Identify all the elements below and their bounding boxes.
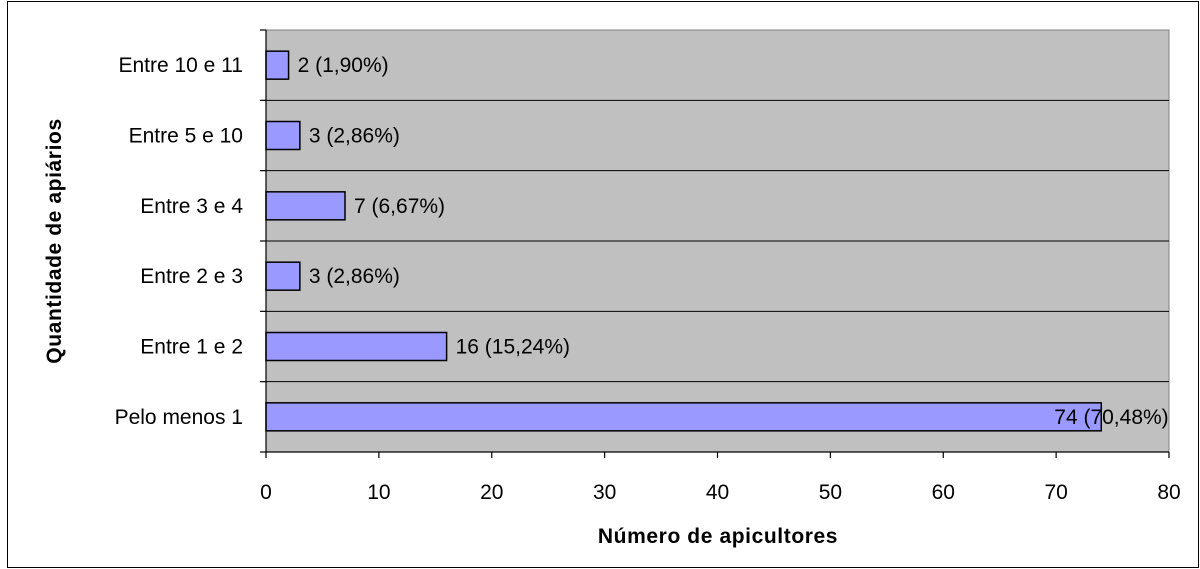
y-tick-label: Pelo menos 1 xyxy=(115,406,243,429)
bar xyxy=(265,261,301,291)
x-tick-label: 10 xyxy=(367,481,390,504)
y-tick-label: Entre 5 e 10 xyxy=(129,125,243,148)
data-label: 16 (15,24%) xyxy=(456,336,570,359)
data-label: 7 (6,67%) xyxy=(354,195,445,218)
y-tick-label: Entre 2 e 3 xyxy=(140,265,243,288)
x-tick-label: 20 xyxy=(480,481,503,504)
data-label: 74 (70,48%) xyxy=(1054,406,1168,429)
bars xyxy=(265,50,1103,432)
data-labels: 74 (70,48%) 16 (15,24%) 3 (2,86%) 7 (6,67%)… xyxy=(298,54,1169,429)
x-tick-label: 0 xyxy=(260,481,272,504)
x-tick-label: 50 xyxy=(819,481,842,504)
y-tick-labels: Pelo menos 1 Entre 1 e 2 Entre 2 e 3 Entre … xyxy=(115,54,244,429)
x-tick-label: 80 xyxy=(1157,481,1180,504)
y-tick-label: Entre 10 e 11 xyxy=(118,54,243,77)
data-label: 3 (2,86%) xyxy=(309,125,400,148)
data-label: 2 (1,90%) xyxy=(298,54,389,77)
x-tick-label: 60 xyxy=(932,481,955,504)
data-label: 3 (2,86%) xyxy=(309,265,400,288)
x-tick-label: 70 xyxy=(1044,481,1067,504)
bar xyxy=(265,191,346,221)
bar xyxy=(265,50,290,80)
x-axis-title: Número de apicultores xyxy=(598,525,838,548)
bar xyxy=(265,120,301,151)
x-tick-labels: 0 10 20 30 40 50 60 70 80 xyxy=(260,481,1181,504)
x-tick-label: 40 xyxy=(706,481,729,504)
axes xyxy=(260,29,1170,458)
y-tick-label: Entre 1 e 2 xyxy=(140,336,243,359)
gridlines xyxy=(266,99,1169,383)
bar xyxy=(265,331,448,362)
bar xyxy=(265,402,1103,432)
x-tick-label: 30 xyxy=(593,481,616,504)
y-tick-label: Entre 3 e 4 xyxy=(140,195,243,218)
y-axis-title: Quantidade de apiários xyxy=(43,118,66,363)
